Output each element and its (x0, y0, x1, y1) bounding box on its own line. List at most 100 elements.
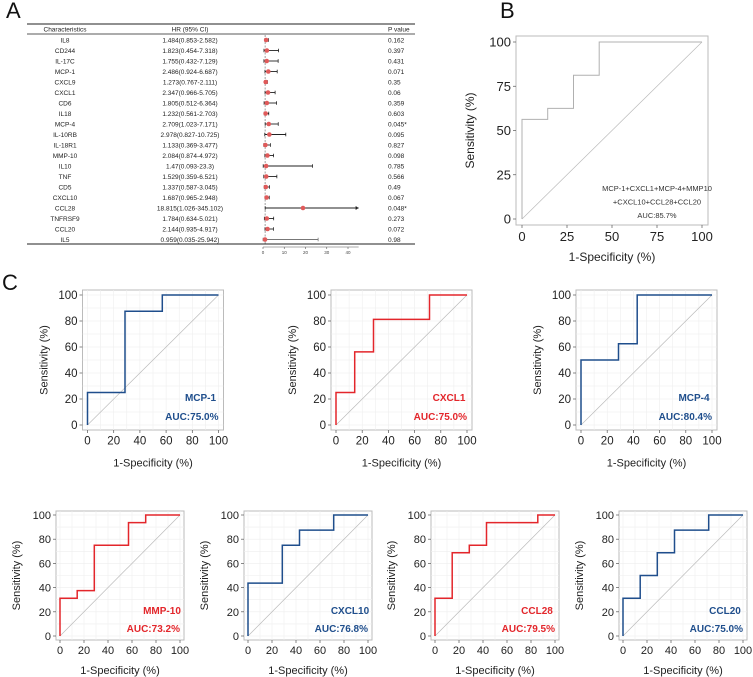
x-tick-label: 20 (266, 645, 278, 657)
x-tick-label: 0 (432, 645, 438, 657)
hr-point (266, 121, 272, 127)
x-tick-label: 0 (518, 229, 525, 244)
y-tick-label: 0 (504, 212, 511, 227)
table-row: IL-17C 1.755(0.432-7.129) 0.431 (55, 58, 404, 65)
y-axis-title: Sensitivity (%) (574, 541, 586, 611)
y-axis-title: Sensitivity (%) (39, 325, 51, 395)
x-tick-label: 0 (620, 645, 626, 657)
x-tick-label: 30 (324, 250, 330, 255)
hr-ci-text: 1.337(0.587-3.045) (162, 184, 217, 191)
hr-ci-text: 0.959(0.035-25.942) (161, 237, 220, 244)
characteristic-label: TNFRSF9 (50, 216, 80, 223)
table-row: CXCL1 2.347(0.966-5.705) 0.06 (55, 90, 402, 97)
y-tick-label: 60 (65, 342, 78, 354)
x-tick-label: 20 (453, 645, 465, 657)
table-row: TNF 1.529(0.359-6.521) 0.566 (59, 174, 405, 181)
y-axis-title: Sensitivity (%) (287, 325, 299, 395)
y-tick-label: 0 (565, 420, 571, 432)
p-value: 0.06 (388, 90, 401, 97)
y-tick-label: 0 (71, 420, 77, 432)
hr-ci-text: 2.084(0.874-4.972) (162, 153, 217, 160)
y-tick-label: 20 (65, 394, 78, 406)
hr-point (265, 69, 271, 74)
hr-ci-text: 1.823(0.454-7.318) (162, 48, 217, 55)
y-tick-label: 100 (221, 510, 239, 522)
x-tick-label: 80 (186, 436, 199, 448)
x-tick-label: 60 (408, 436, 421, 448)
characteristic-label: IL8 (60, 37, 69, 44)
hr-ci-text: 1.805(0.512-6.364) (162, 100, 217, 107)
auc-label: AUC:75.0% (414, 412, 467, 423)
y-tick-label: 40 (313, 368, 326, 380)
hr-ci-text: 2.144(0.935-4.917) (162, 226, 217, 233)
auc-label: AUC:76.8% (315, 624, 368, 635)
characteristic-label: IL-18R1 (53, 142, 77, 149)
x-tick-label: 0 (262, 250, 265, 255)
auc-label: AUC:73.2% (127, 624, 180, 635)
characteristic-label: IL5 (60, 237, 69, 244)
table-row: CXCL10 1.687(0.965-2.948) 0.067 (53, 195, 405, 202)
auc-annotation: AUC:85.7% (637, 211, 677, 220)
x-tick-label: 40 (345, 250, 351, 255)
x-tick-label: 100 (209, 436, 228, 448)
diagonal-reference (87, 294, 219, 426)
hr-point (265, 226, 270, 232)
y-tick-label: 40 (39, 583, 51, 595)
hr-point (263, 184, 269, 190)
y-tick-label: 80 (227, 534, 239, 546)
auc-label: AUC:80.4% (659, 412, 712, 423)
roc-plot-cxcl1: 0 20 40 60 80 100 0 20 40 60 80 100 1-Specificity (%… (287, 289, 477, 470)
auc-annotation: MCP-1+CXCL1+MCP-4+MMP10 (602, 184, 712, 193)
hr-point (263, 163, 269, 169)
hr-ci-text: 2.347(0.966-5.705) (162, 90, 217, 97)
x-tick-label: 100 (359, 645, 377, 657)
hr-point (300, 205, 306, 211)
y-tick-label: 0 (320, 420, 326, 432)
panel-label-a: A (6, 0, 21, 23)
y-tick-label: 60 (558, 342, 571, 354)
y-tick-label: 60 (602, 558, 614, 570)
hr-point (264, 100, 270, 106)
p-value: 0.071 (388, 69, 405, 76)
p-value: 0.397 (388, 48, 405, 55)
characteristic-label: CXCL1 (55, 90, 76, 97)
y-tick-label: 80 (602, 534, 614, 546)
p-value: 0.35 (388, 79, 401, 86)
x-tick-label: 0 (57, 645, 63, 657)
y-tick-label: 0 (233, 631, 239, 643)
x-tick-label: 20 (107, 436, 120, 448)
characteristic-label: IL18 (59, 111, 72, 118)
y-tick-label: 50 (497, 123, 511, 138)
y-axis-title: Sensitivity (%) (199, 541, 211, 611)
table-row: IL10 1.47(0.093-23.3) 0.785 (59, 163, 405, 170)
x-tick-label: 60 (501, 645, 513, 657)
x-tick-label: 40 (102, 645, 114, 657)
diagonal-reference (622, 514, 744, 637)
table-row: IL5 0.959(0.035-25.942) 0.98 (60, 237, 401, 244)
x-tick-label: 20 (601, 436, 614, 448)
table-row: IL18 1.232(0.561-2.703) 0.603 (59, 111, 405, 118)
x-tick-label: 100 (691, 229, 713, 244)
hr-ci-text: 1.755(0.432-7.129) (162, 58, 217, 65)
roc-plot-ccl28: 0 20 40 60 80 100 0 20 40 60 80 100 1-Specificity (%… (386, 510, 564, 677)
table-row: MMP-10 2.084(0.874-4.972) 0.098 (53, 153, 405, 160)
roc-curve (59, 514, 180, 636)
diagonal-reference (59, 514, 181, 637)
x-axis-title: 1-Specificity (%) (362, 458, 441, 470)
characteristic-label: IL-10RB (53, 132, 77, 139)
y-tick-label: 60 (414, 558, 426, 570)
x-tick-label: 80 (525, 645, 537, 657)
roc-plot-cxcl10: 0 20 40 60 80 100 0 20 40 60 80 100 1-Specificity (%… (199, 510, 377, 677)
characteristic-label: MCP-1 (55, 69, 76, 76)
diagonal-reference (247, 514, 369, 637)
hr-ci-text: 1.232(0.561-2.703) (162, 111, 217, 118)
diagonal-reference (580, 294, 713, 426)
characteristic-label: MMP-10 (53, 153, 78, 160)
y-tick-label: 100 (489, 35, 511, 50)
hr-ci-text: 2.978(0.827-10.725) (161, 132, 220, 139)
marker-name-label: CXCL1 (433, 393, 466, 404)
marker-name-label: MCP-4 (678, 393, 710, 404)
table-row: CD6 1.805(0.512-6.364) 0.359 (58, 100, 404, 107)
characteristic-label: CCL28 (55, 205, 76, 212)
panel-label-b: B (500, 0, 515, 23)
